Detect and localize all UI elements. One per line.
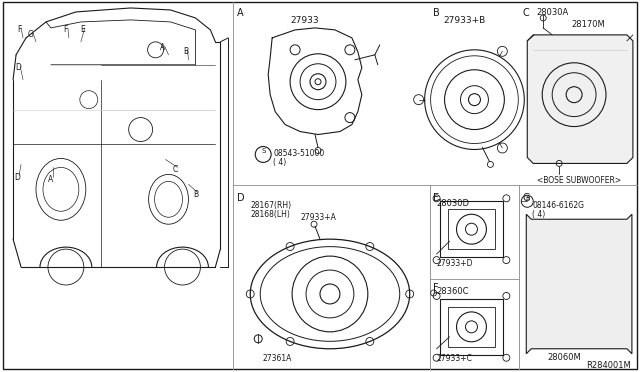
Text: B: B: [193, 190, 198, 199]
Text: F: F: [433, 283, 438, 293]
Text: D: D: [237, 193, 245, 203]
Text: B: B: [525, 196, 529, 201]
Text: 28060M: 28060M: [547, 353, 581, 362]
Text: R284001M: R284001M: [586, 361, 631, 370]
Bar: [440, 299, 503, 355]
Text: 27933+C: 27933+C: [436, 354, 472, 363]
Text: B: B: [183, 47, 188, 56]
Text: D: D: [15, 63, 21, 72]
Bar: [447, 209, 495, 249]
Text: F: F: [64, 25, 68, 34]
Bar: [440, 201, 503, 257]
Text: C: C: [173, 165, 178, 174]
Text: E: E: [81, 25, 85, 34]
Text: 28170M: 28170M: [571, 20, 605, 29]
Text: 08543-51000: 08543-51000: [273, 150, 324, 158]
Text: 27933+A: 27933+A: [300, 213, 336, 222]
Text: <BOSE SUBWOOFER>: <BOSE SUBWOOFER>: [537, 176, 621, 185]
Text: A: A: [48, 175, 54, 184]
Text: 28167(RH): 28167(RH): [250, 201, 291, 210]
Text: F: F: [17, 25, 21, 34]
Text: 28360C: 28360C: [436, 287, 469, 296]
Text: ( 4): ( 4): [273, 158, 287, 167]
Text: 27933: 27933: [290, 16, 319, 25]
Text: ( 4): ( 4): [532, 210, 545, 219]
Text: D: D: [14, 173, 20, 182]
Text: 08146-6162G: 08146-6162G: [532, 201, 584, 210]
Polygon shape: [526, 214, 632, 354]
Bar: [447, 307, 495, 347]
Text: 28030D: 28030D: [436, 199, 470, 208]
Text: 27933+B: 27933+B: [444, 16, 486, 25]
Text: A: A: [237, 8, 244, 18]
Polygon shape: [527, 35, 633, 163]
Text: 27361A: 27361A: [262, 354, 292, 363]
Text: G: G: [522, 193, 530, 203]
Text: 27933+D: 27933+D: [436, 259, 473, 268]
Text: B: B: [433, 8, 439, 18]
Text: C: C: [522, 8, 529, 18]
Text: E: E: [433, 193, 439, 203]
Text: 28168(LH): 28168(LH): [250, 210, 290, 219]
Text: G: G: [28, 31, 34, 39]
Text: A: A: [160, 43, 165, 52]
Text: S: S: [261, 148, 266, 154]
Text: 28030A: 28030A: [536, 8, 568, 17]
